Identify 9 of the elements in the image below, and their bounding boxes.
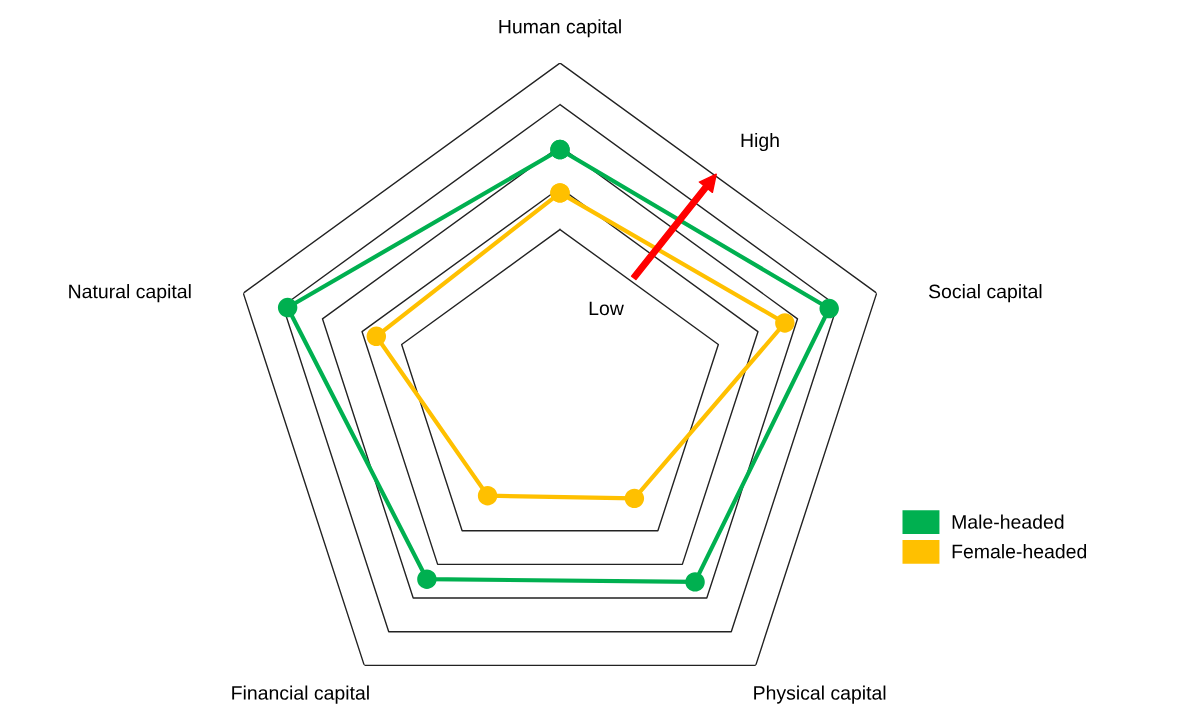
text: Low [589, 301, 624, 316]
spoke-label: Human capital [499, 19, 621, 38]
legend-label: Female-headed [952, 544, 1087, 559]
text: High [741, 132, 779, 152]
spoke-label: Natural capital [69, 284, 191, 303]
spoke-label: Social capital [928, 284, 1042, 303]
spoke-label: Physical capital [754, 685, 886, 704]
legend-label: Male-headed [952, 514, 1064, 529]
spoke-label: Financial capital [232, 685, 369, 704]
